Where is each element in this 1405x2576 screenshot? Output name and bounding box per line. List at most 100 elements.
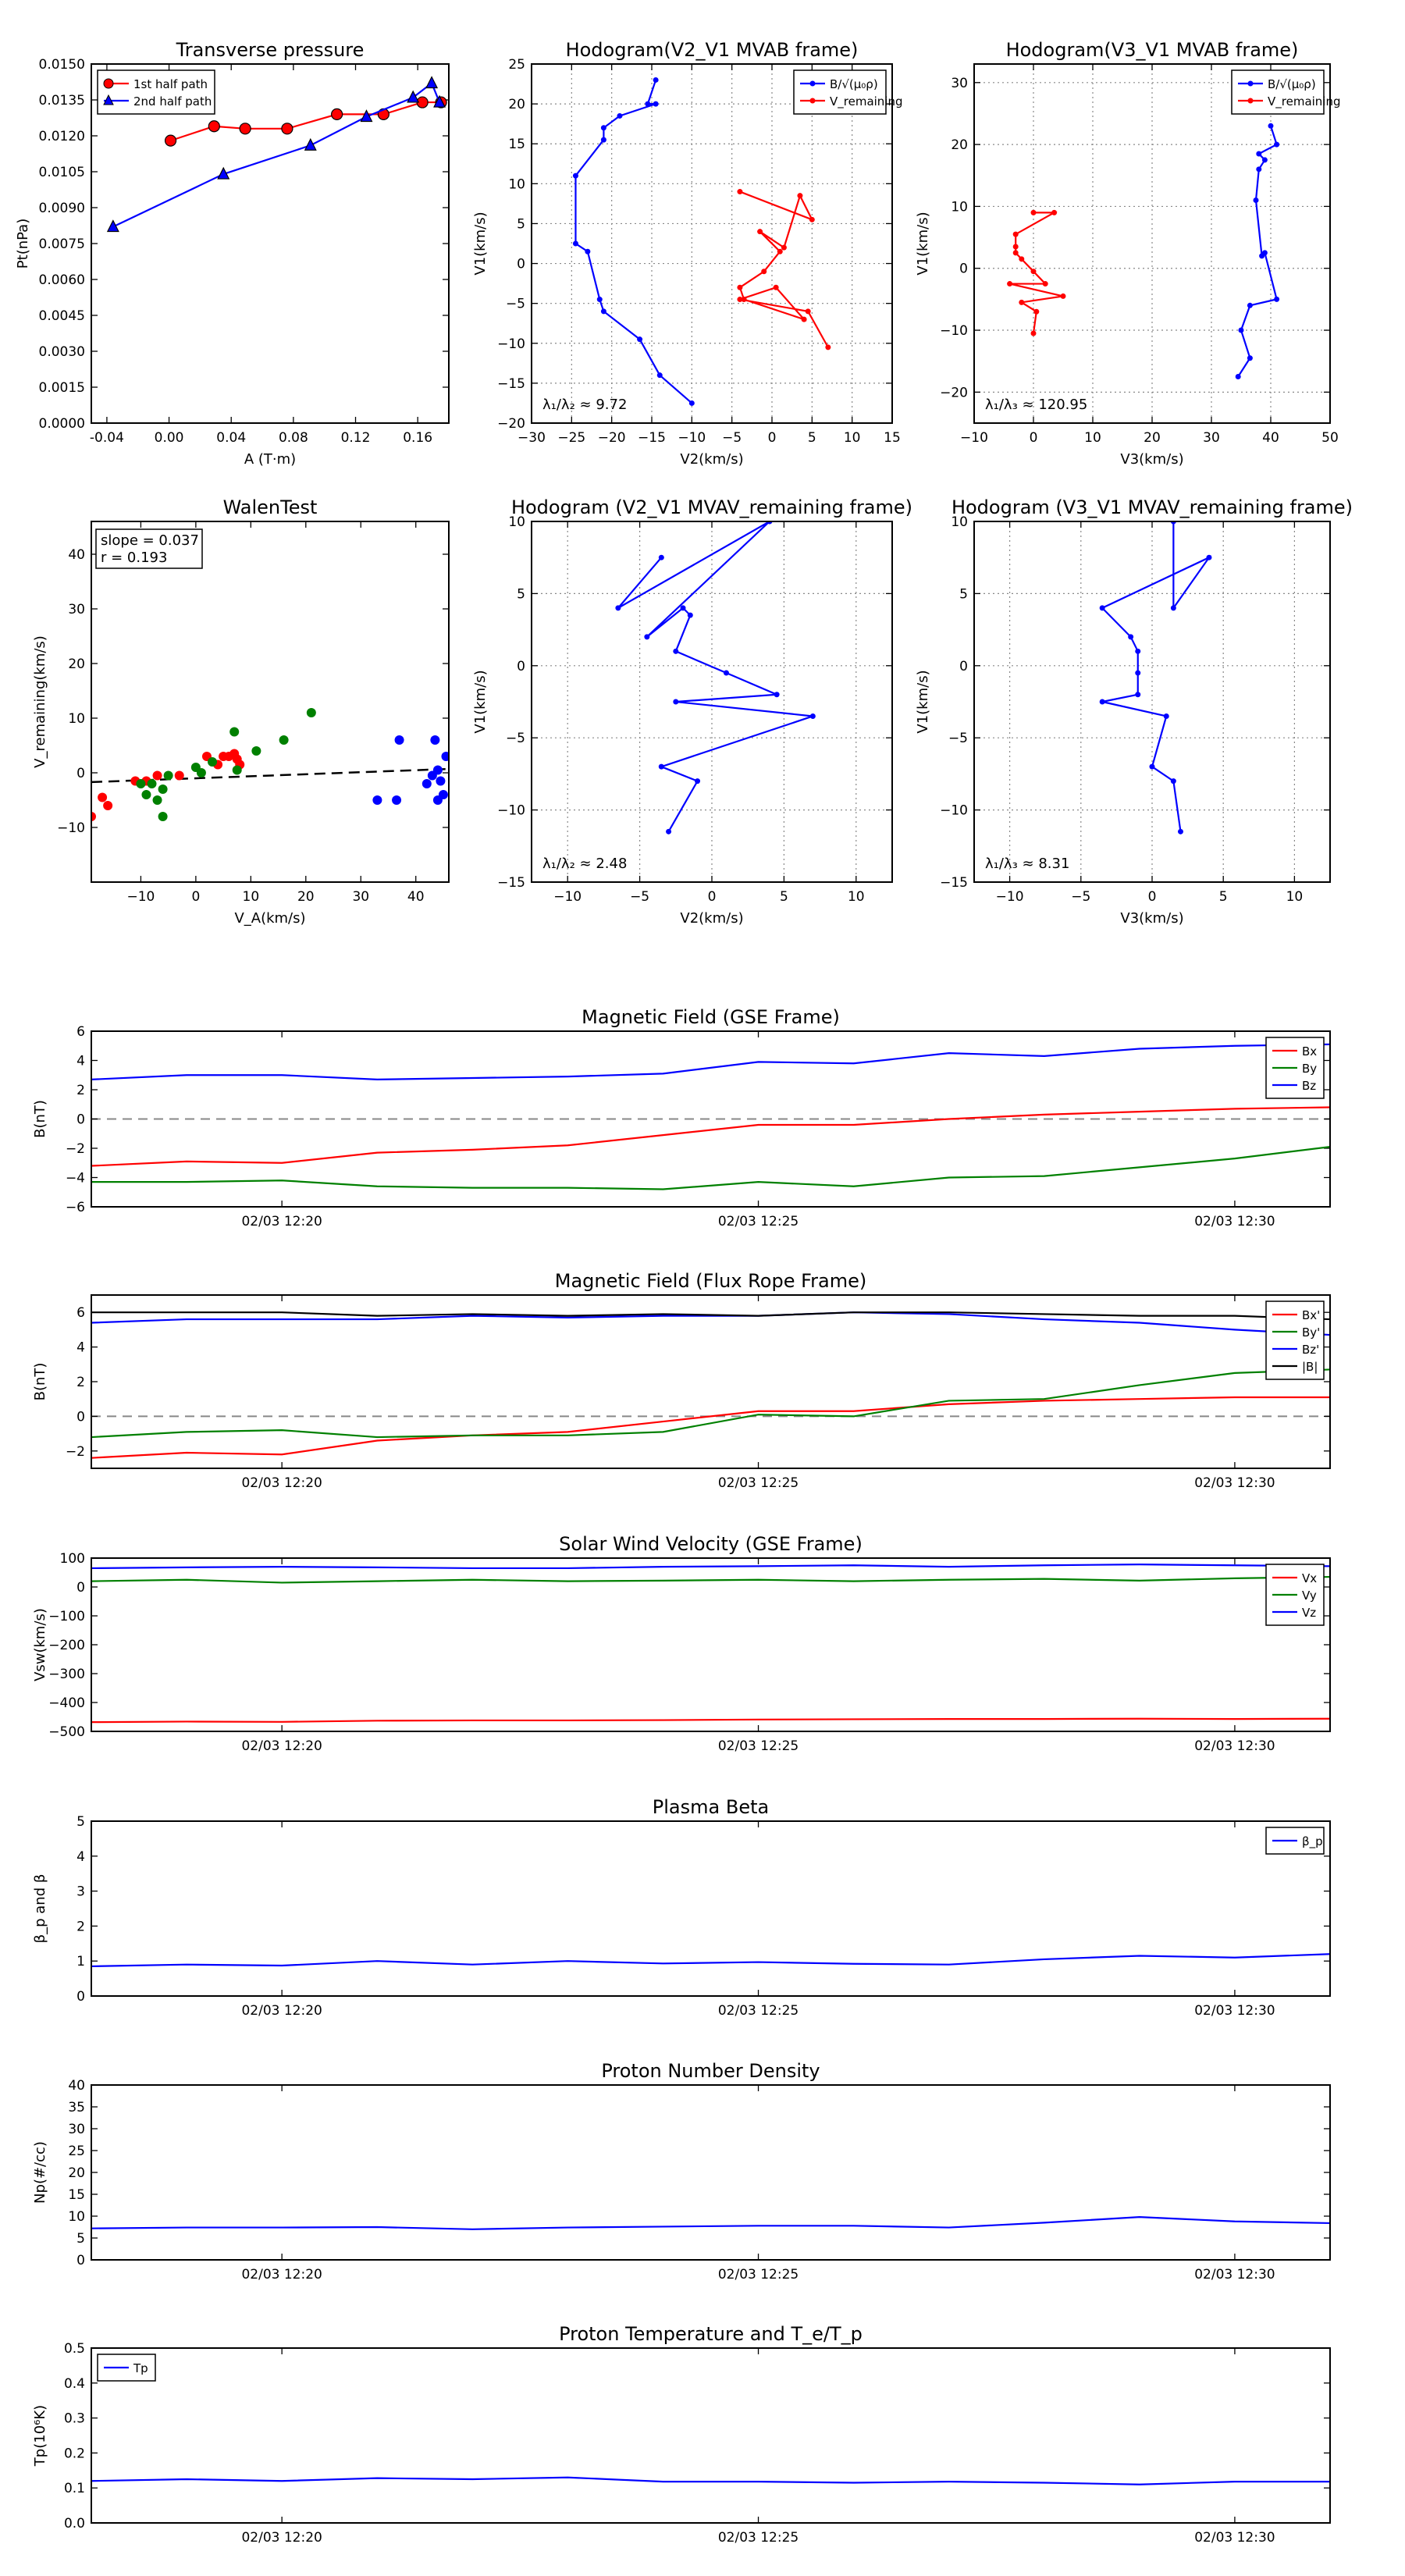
data-point: [1135, 692, 1141, 698]
y-tick-label: 4: [76, 1054, 85, 1069]
chart-title: Hodogram (V3_V1 MVAV_remaining frame): [951, 496, 1353, 518]
data-point: [163, 770, 173, 781]
data-point: [666, 828, 672, 834]
data-point: [331, 108, 343, 120]
annotation-text: λ₁/λ₂ ≈ 9.72: [542, 397, 627, 413]
plot-frame: [91, 1030, 1331, 1208]
y-tick-label: 2: [76, 1919, 85, 1934]
y-tick-label: 0.5: [64, 2341, 85, 2357]
legend-label-2: Bz: [1302, 1079, 1316, 1093]
y-tick-label: 15: [508, 137, 525, 152]
y-tick-label: 30: [951, 76, 968, 91]
y-tick-label: 0.0075: [39, 237, 85, 252]
chart-hodogram-v2v1-mvav: Hodogram (V2_V1 MVAV_remaining frame) −10…: [472, 496, 912, 927]
data-point: [1268, 123, 1274, 129]
y-tick-label: 10: [68, 711, 85, 727]
annotation-text: slope = 0.037: [101, 532, 199, 549]
x-tick-label: −10: [996, 889, 1024, 905]
plot-area: [91, 2216, 1330, 2230]
data-point: [1051, 209, 1058, 215]
chart-transverse-pressure: Transverse pressure -0.04 0.00 0.04 0.08 0.12…: [15, 39, 450, 468]
data-point: [239, 123, 251, 135]
data-point: [279, 735, 289, 745]
legend-marker: [1247, 98, 1254, 104]
series-line-0: [91, 2216, 1330, 2230]
x-tick-label: 0: [708, 889, 717, 905]
legend-marker: [103, 94, 114, 105]
chart-proton-temperature: Proton Temperature and T_e/T_p 02/03 12:2…: [32, 2323, 1331, 2546]
y-tick-label: 6: [76, 1305, 85, 1321]
y-tick-label: 5: [517, 216, 525, 232]
data-point: [673, 648, 679, 654]
data-point: [136, 779, 146, 788]
y-axis-label: Np(#/cc): [32, 2141, 48, 2204]
data-point: [208, 757, 218, 767]
y-axis-label: V1(km/s): [472, 670, 489, 733]
x-axis-label: V3(km/s): [1120, 451, 1183, 468]
series-line-2: [91, 1564, 1330, 1570]
data-point: [1099, 605, 1105, 611]
annotation-box: [95, 528, 203, 569]
data-point: [394, 735, 404, 745]
x-tick-label: 0.08: [279, 430, 308, 446]
data-point: [737, 284, 743, 290]
data-point: [432, 765, 443, 775]
data-point: [653, 101, 659, 107]
data-point: [1170, 778, 1176, 785]
legend-label-0: β_p: [1302, 1834, 1323, 1849]
y-tick-label: 0.0030: [39, 344, 85, 360]
y-tick-label: 4: [76, 1849, 85, 1865]
x-tick-label: 02/03 12:25: [718, 1475, 799, 1491]
y-tick-label: −2: [66, 1444, 85, 1460]
y-tick-label: 15: [68, 2187, 85, 2203]
plot-frame: [531, 63, 893, 424]
data-point: [656, 372, 663, 379]
x-tick-label: 02/03 12:25: [718, 2267, 799, 2282]
y-tick-label: 0: [76, 2253, 85, 2268]
data-point: [208, 120, 220, 133]
data-point: [433, 94, 446, 108]
y-tick-label: 20: [68, 2165, 85, 2181]
legend-label-1: V_remaining: [830, 94, 903, 109]
y-tick-label: 3: [76, 1884, 85, 1900]
y-tick-label: 1: [76, 1954, 85, 1969]
chart-proton-number-density: Proton Number Density 02/03 12:20 02/03 12…: [32, 2060, 1331, 2282]
y-tick-label: −500: [48, 1724, 85, 1740]
plot-area: [91, 2476, 1330, 2485]
y-tick-label: 0.0090: [39, 201, 85, 216]
legend-label-1: 2nd half path: [133, 94, 212, 109]
x-tick-label: 02/03 12:25: [718, 2530, 799, 2546]
x-tick-label: 50: [1321, 430, 1339, 446]
y-tick-label: −10: [497, 336, 525, 352]
y-tick-label: 2: [76, 1083, 85, 1098]
data-point: [658, 554, 664, 560]
chart-title: Transverse pressure: [176, 39, 365, 61]
y-tick-label: −10: [497, 803, 525, 819]
legend-marker: [103, 78, 114, 89]
plot-frame: [91, 1294, 1331, 1469]
data-point: [1206, 554, 1212, 560]
y-tick-label: −15: [497, 875, 525, 891]
y-tick-label: 5: [76, 1814, 85, 1830]
data-point: [1247, 302, 1253, 308]
data-point: [392, 795, 402, 805]
legend-marker: [1247, 80, 1254, 87]
data-point: [695, 778, 701, 785]
data-point: [1012, 244, 1019, 250]
data-point: [572, 173, 578, 179]
x-tick-label: 02/03 12:30: [1194, 1738, 1275, 1754]
data-point: [141, 790, 151, 799]
data-point: [1247, 355, 1253, 361]
y-tick-label: 0.3: [64, 2411, 85, 2427]
data-point: [797, 193, 803, 199]
legend-label-1: V_remaining: [1268, 94, 1341, 109]
x-tick-label: −5: [722, 430, 742, 446]
y-tick-label: 30: [68, 2122, 85, 2137]
legend-label-1: By': [1302, 1325, 1320, 1340]
data-point: [741, 297, 747, 303]
data-point: [438, 790, 448, 799]
x-tick-label: 02/03 12:30: [1194, 1475, 1275, 1491]
y-axis-label: Pt(nPa): [15, 219, 31, 269]
y-tick-label: 20: [508, 97, 525, 112]
